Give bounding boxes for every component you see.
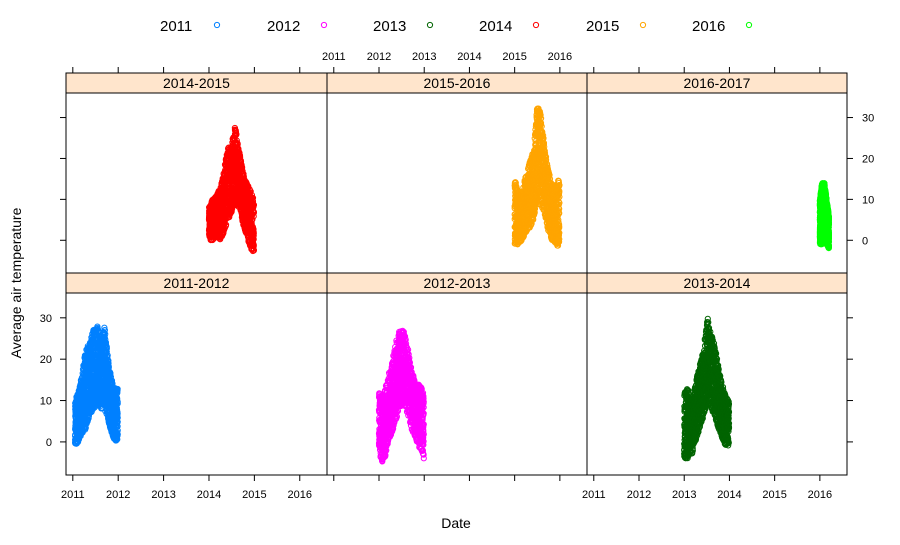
data-point: [239, 164, 246, 172]
data-point: [250, 226, 257, 233]
data-point: [541, 150, 549, 157]
data-point: [250, 230, 257, 237]
panel-2015-2016: 2015-2016: [326, 72, 588, 274]
series-2014-points: [205, 124, 257, 255]
data-point: [233, 131, 240, 138]
data-point: [245, 183, 252, 190]
data-point: [250, 243, 257, 250]
data-point: [250, 201, 257, 209]
legend-label: 2012: [267, 18, 300, 35]
legend-marker: [639, 21, 647, 29]
legend-marker: [320, 21, 328, 29]
strip-label: 2015-2016: [424, 75, 491, 91]
data-point: [541, 143, 548, 150]
legend-label: 2011: [160, 18, 192, 35]
legend-label: 2016: [692, 18, 725, 35]
series-2015-points: [511, 105, 563, 249]
legend-item-2011: 2011: [160, 18, 221, 35]
legend-marker: [532, 21, 540, 29]
data-point: [539, 129, 546, 136]
data-point: [537, 112, 544, 119]
data-point: [540, 132, 547, 139]
data-point: [223, 221, 230, 228]
panel-background: [66, 93, 327, 273]
legend-item-2015: 2015: [586, 18, 647, 35]
legend: 2011 2012 2013 2014 2015 2016: [160, 18, 753, 35]
legend-item-2012: 2012: [267, 18, 328, 35]
legend-label: 2013: [373, 18, 406, 35]
data-point: [250, 209, 257, 216]
data-point: [238, 161, 245, 168]
data-point: [233, 137, 240, 144]
data-point: [250, 236, 257, 243]
data-point: [542, 153, 550, 161]
data-point: [531, 209, 538, 216]
panel-2014-2015: 2014-2015: [65, 72, 328, 274]
panel-2011-2012: 2011-2012: [65, 272, 328, 476]
data-point: [247, 188, 254, 195]
data-point: [546, 171, 553, 179]
data-point: [248, 192, 255, 199]
legend-marker: [213, 21, 221, 29]
data-point: [546, 175, 554, 182]
data-point: [237, 154, 244, 161]
legend-marker: [426, 21, 434, 29]
legend-item-2013: 2013: [373, 18, 434, 35]
data-point: [250, 213, 257, 220]
data-point: [538, 115, 545, 122]
data-point: [236, 149, 243, 156]
legend-label: 2015: [586, 18, 619, 35]
data-point: [547, 179, 554, 186]
strip-label: 2014-2015: [163, 75, 230, 91]
data-point: [249, 194, 257, 202]
data-point: [250, 247, 257, 254]
data-point: [540, 139, 548, 146]
data-point: [540, 135, 547, 142]
data-point: [543, 156, 550, 163]
panel-background: [587, 93, 847, 273]
strip-label: 2016-2017: [684, 75, 751, 91]
legend-item-2016: 2016: [692, 18, 753, 35]
legend-label: 2014: [479, 18, 512, 35]
data-point: [250, 232, 257, 239]
legend-marker: [745, 21, 753, 29]
legend-item-2014: 2014: [479, 18, 540, 35]
panel-2016-2017: 2016-2017: [586, 72, 848, 274]
